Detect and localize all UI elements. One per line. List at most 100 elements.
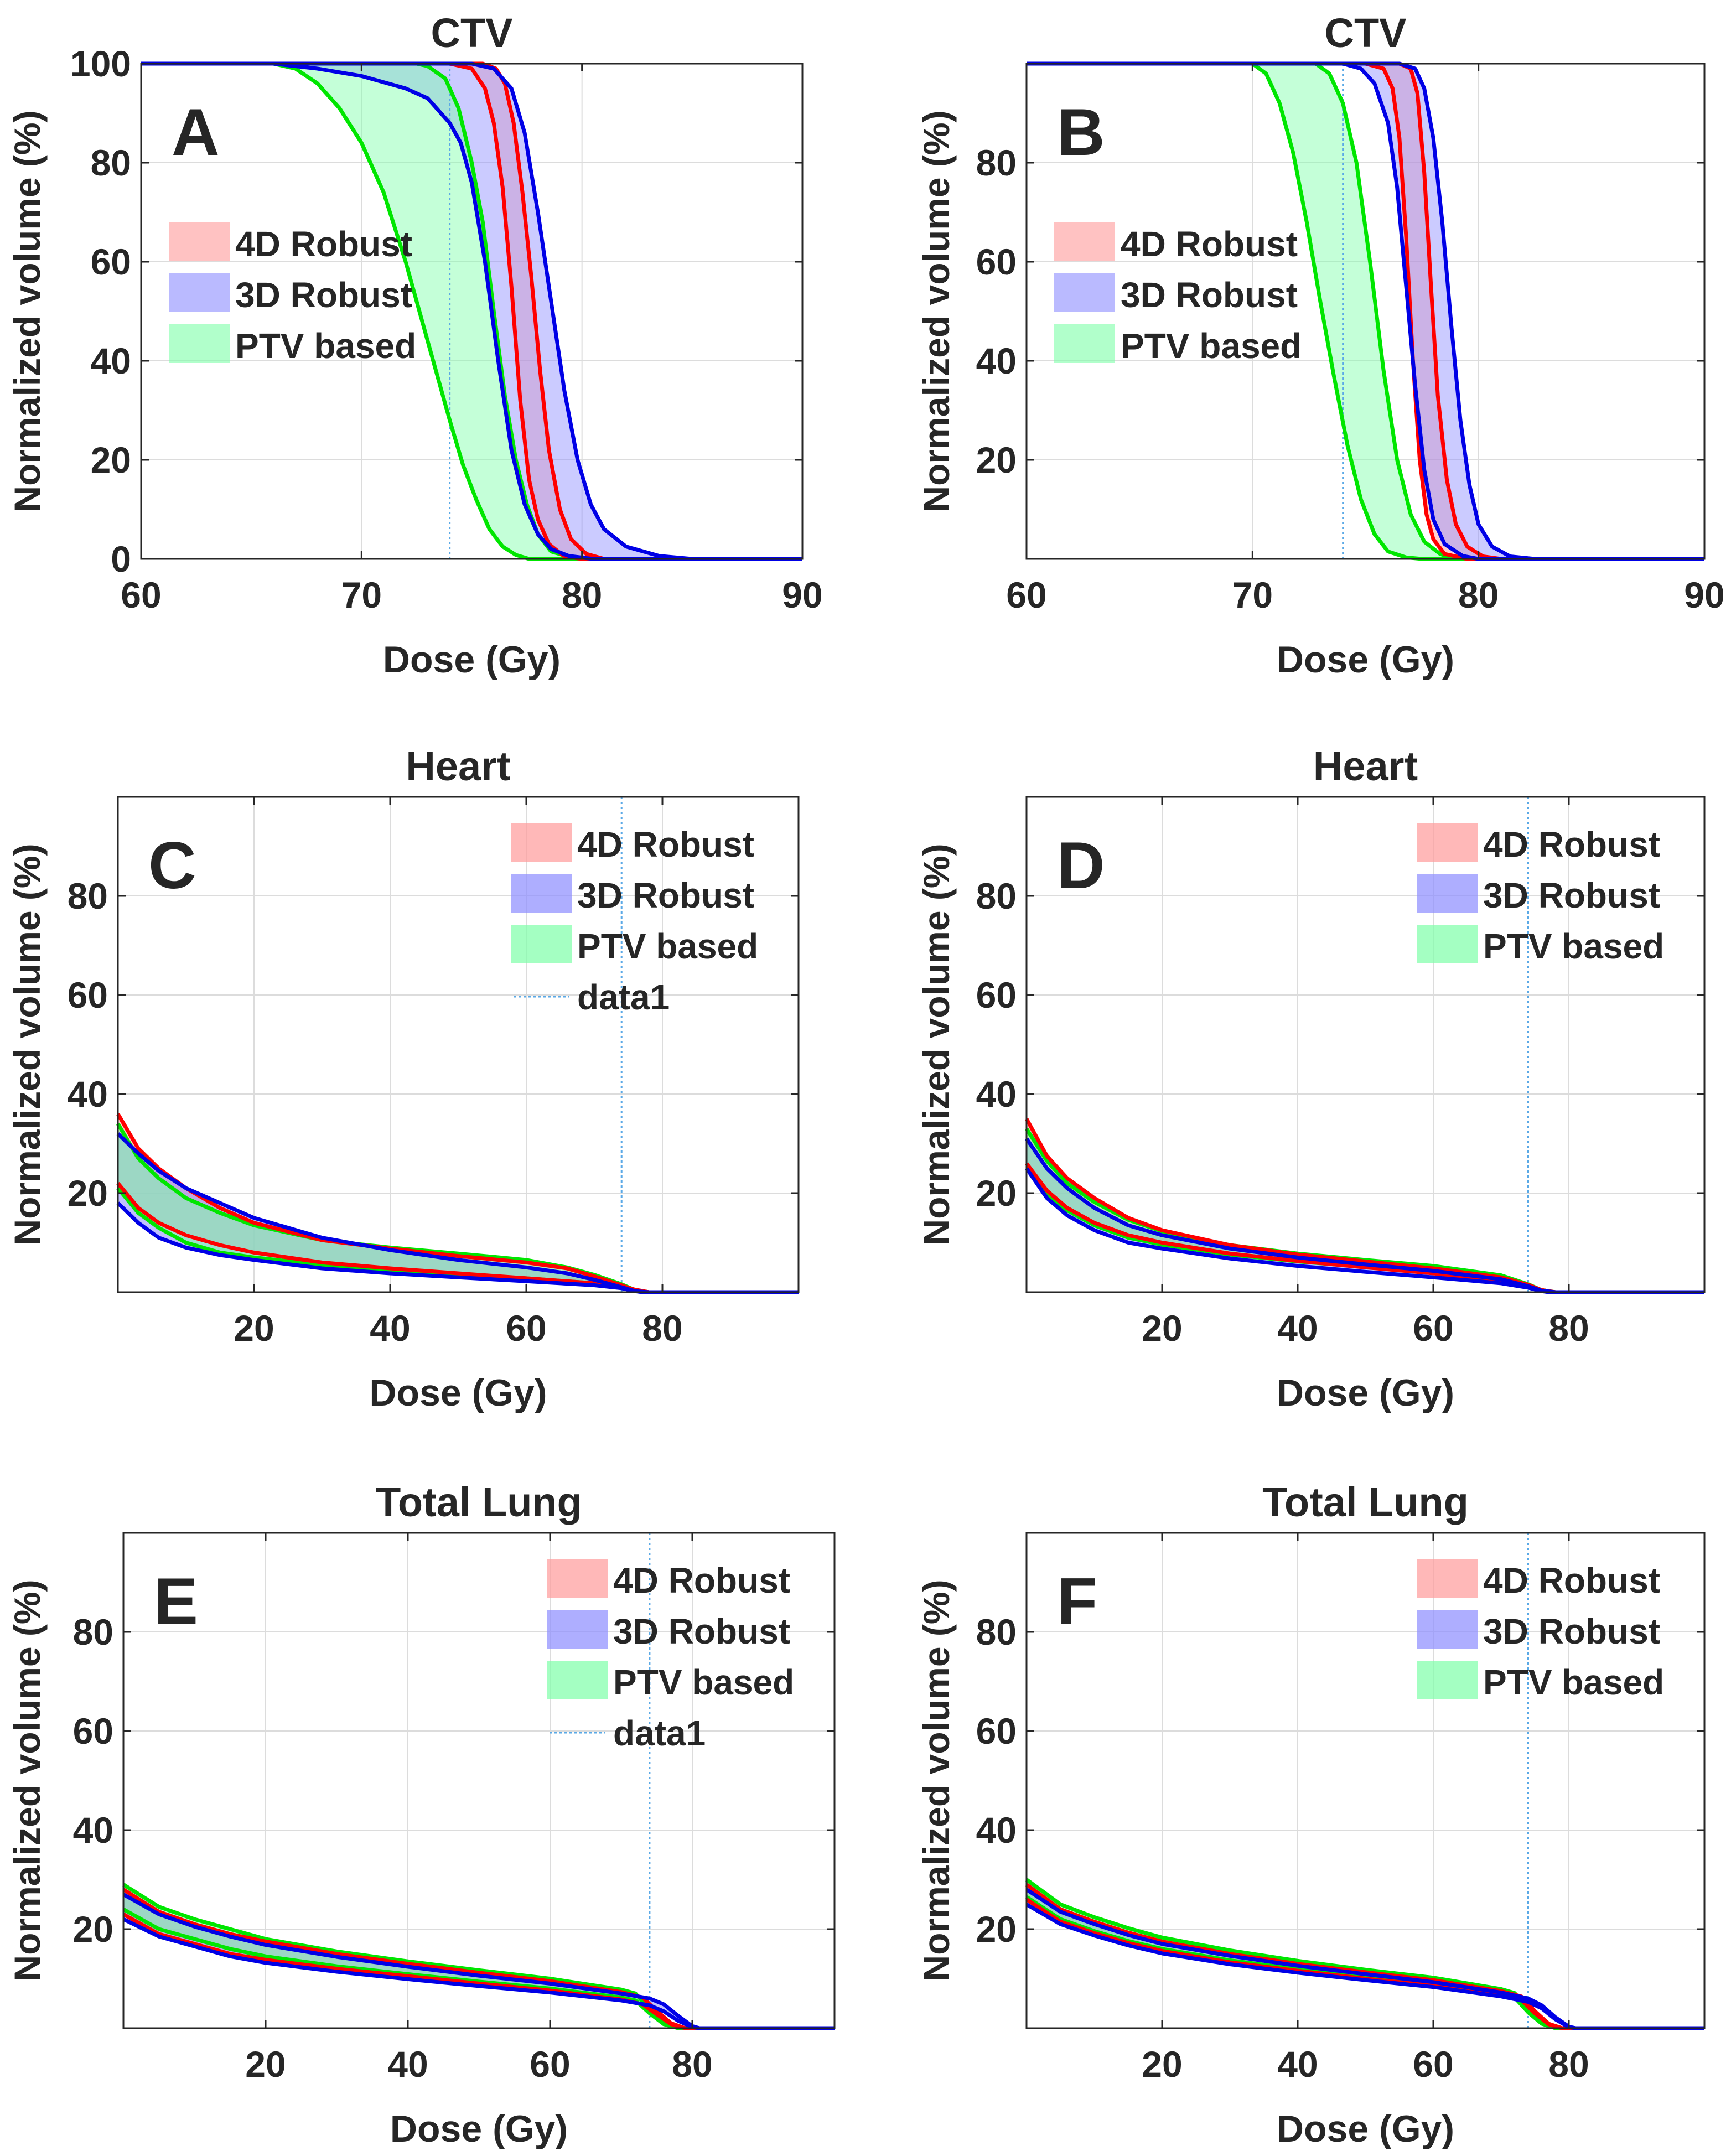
y-tick-label: 20 bbox=[73, 1909, 113, 1950]
legend-swatch bbox=[547, 1559, 608, 1598]
y-tick-label: 60 bbox=[976, 975, 1017, 1015]
x-axis-label: Dose (Gy) bbox=[1277, 639, 1454, 681]
x-tick-label: 60 bbox=[121, 574, 161, 615]
series-lines bbox=[1024, 1118, 1704, 1294]
x-tick-label: 20 bbox=[1142, 2044, 1182, 2085]
x-tick-label: 20 bbox=[245, 2044, 286, 2085]
plot-area bbox=[1027, 797, 1704, 1292]
plot-area bbox=[1027, 1533, 1704, 2028]
y-tick-label: 60 bbox=[73, 1711, 113, 1751]
y-tick-label: 40 bbox=[976, 1074, 1017, 1115]
series-lines bbox=[1025, 1878, 1704, 2030]
panel-letter: A bbox=[172, 95, 220, 169]
ticks: 20 40 60 80 20 40 60 80 bbox=[68, 797, 799, 1349]
line-3d-robust-upper bbox=[116, 1132, 799, 1294]
legend-swatch bbox=[1417, 823, 1478, 862]
line-3d-robust-upper bbox=[141, 61, 802, 561]
legend-label: PTV based bbox=[1483, 926, 1664, 966]
chart-panel-f: 20 40 60 80 20 40 60 80 Total Lung Dose (Gy) Norma… bbox=[916, 1479, 1706, 2150]
x-tick-label: 60 bbox=[1413, 1308, 1453, 1349]
legend-label: 4D Robust bbox=[1483, 1561, 1660, 1600]
legend-swatch bbox=[169, 273, 230, 312]
y-axis-label: Normalized volume (%) bbox=[916, 110, 957, 512]
bands bbox=[118, 1113, 799, 1292]
x-tick-label: 80 bbox=[562, 574, 602, 615]
ticks: 20 40 60 80 20 40 60 80 bbox=[976, 1533, 1704, 2085]
y-axis-label: Normalized volume (%) bbox=[7, 110, 48, 512]
grid bbox=[1027, 1533, 1704, 2028]
axes-box bbox=[1025, 796, 1706, 1293]
legend-label: 4D Robust bbox=[613, 1561, 790, 1600]
legend-swatch bbox=[511, 925, 572, 963]
legend-swatch bbox=[1417, 1559, 1478, 1598]
y-tick-label: 100 bbox=[70, 43, 131, 84]
chart-title: Heart bbox=[406, 743, 510, 789]
series-lines bbox=[116, 1113, 799, 1294]
chart-title: Total Lung bbox=[1262, 1479, 1469, 1525]
ticks: 20 40 60 80 20 40 60 80 bbox=[73, 1533, 835, 2085]
legend-swatch bbox=[1054, 324, 1115, 363]
x-axis-label: Dose (Gy) bbox=[390, 2108, 568, 2150]
legend-label: PTV based bbox=[1483, 1662, 1664, 1702]
legend-swatch bbox=[1417, 925, 1478, 963]
legend-label: 4D Robust bbox=[1121, 224, 1298, 264]
y-tick-label: 40 bbox=[91, 340, 131, 381]
legend-label: PTV based bbox=[1121, 326, 1302, 366]
legend-label: 3D Robust bbox=[613, 1611, 790, 1651]
legend-label: PTV based bbox=[613, 1662, 794, 1702]
band-ptv-based bbox=[1027, 64, 1704, 559]
x-tick-label: 80 bbox=[672, 2044, 712, 2085]
y-tick-label: 80 bbox=[976, 142, 1017, 183]
legend-swatch bbox=[547, 1661, 608, 1699]
y-axis-label: Normalized volume (%) bbox=[7, 843, 48, 1245]
y-tick-label: 80 bbox=[91, 142, 131, 183]
grid bbox=[1027, 797, 1704, 1292]
legend-swatch bbox=[1417, 1610, 1478, 1649]
y-axis-label: Normalized volume (%) bbox=[7, 1579, 48, 1981]
x-tick-label: 40 bbox=[370, 1308, 410, 1349]
x-tick-label: 40 bbox=[1277, 1308, 1318, 1349]
line-ptv-based-lower bbox=[1027, 61, 1704, 561]
legend-label: 3D Robust bbox=[1483, 875, 1660, 915]
x-tick-label: 80 bbox=[1548, 1308, 1589, 1349]
x-tick-label: 70 bbox=[341, 574, 382, 615]
x-tick-label: 40 bbox=[1277, 2044, 1318, 2085]
axes-box bbox=[122, 1532, 836, 2029]
y-tick-label: 20 bbox=[91, 439, 131, 480]
ticks: 60 70 80 90 20 40 60 80 bbox=[976, 64, 1725, 615]
line-3d-robust-lower bbox=[1027, 61, 1704, 561]
y-tick-label: 60 bbox=[91, 241, 131, 282]
legend-label: data1 bbox=[577, 977, 670, 1017]
line-4d-robust-upper bbox=[122, 1888, 835, 2030]
x-tick-label: 40 bbox=[387, 2044, 428, 2085]
legend: 4D Robust 3D Robust PTV based bbox=[1054, 222, 1302, 366]
legend-swatch bbox=[1417, 1661, 1478, 1699]
axes-box bbox=[140, 63, 804, 560]
line-3d-robust-lower bbox=[122, 1917, 835, 2030]
y-axis-label: Normalized volume (%) bbox=[916, 843, 957, 1245]
panel-letter: C bbox=[148, 828, 196, 903]
y-tick-label: 20 bbox=[976, 1173, 1017, 1214]
legend-swatch bbox=[1054, 222, 1115, 261]
x-tick-label: 60 bbox=[530, 2044, 570, 2085]
axes-box bbox=[1025, 1532, 1706, 2029]
y-tick-label: 60 bbox=[976, 1711, 1017, 1751]
legend: 4D Robust 3D Robust PTV based bbox=[1417, 823, 1664, 966]
y-tick-label: 80 bbox=[976, 875, 1017, 916]
plot-area bbox=[1027, 64, 1704, 559]
x-tick-label: 60 bbox=[506, 1308, 546, 1349]
line-ptv-based-upper bbox=[122, 1883, 835, 2030]
line-3d-robust-upper bbox=[122, 1893, 835, 2030]
band-ptv-based bbox=[118, 1123, 799, 1292]
line-ptv-based-lower bbox=[141, 61, 802, 561]
y-tick-label: 20 bbox=[976, 1909, 1017, 1950]
y-axis-label: Normalized volume (%) bbox=[916, 1579, 957, 1981]
y-tick-label: 60 bbox=[976, 241, 1017, 282]
line-ptv-based-upper bbox=[1027, 61, 1704, 561]
line-3d-robust-upper bbox=[1025, 1888, 1704, 2030]
x-axis-label: Dose (Gy) bbox=[1277, 2108, 1454, 2150]
panel-letter: B bbox=[1057, 95, 1105, 169]
chart-panel-a: 60 70 80 90 0 20 40 60 80 100 CTV Dose (Gy) Normaliz… bbox=[7, 10, 823, 681]
x-tick-label: 70 bbox=[1232, 574, 1273, 615]
chart-panel-d: 20 40 60 80 20 40 60 80 Heart Dose (Gy) Normalized… bbox=[916, 743, 1706, 1414]
